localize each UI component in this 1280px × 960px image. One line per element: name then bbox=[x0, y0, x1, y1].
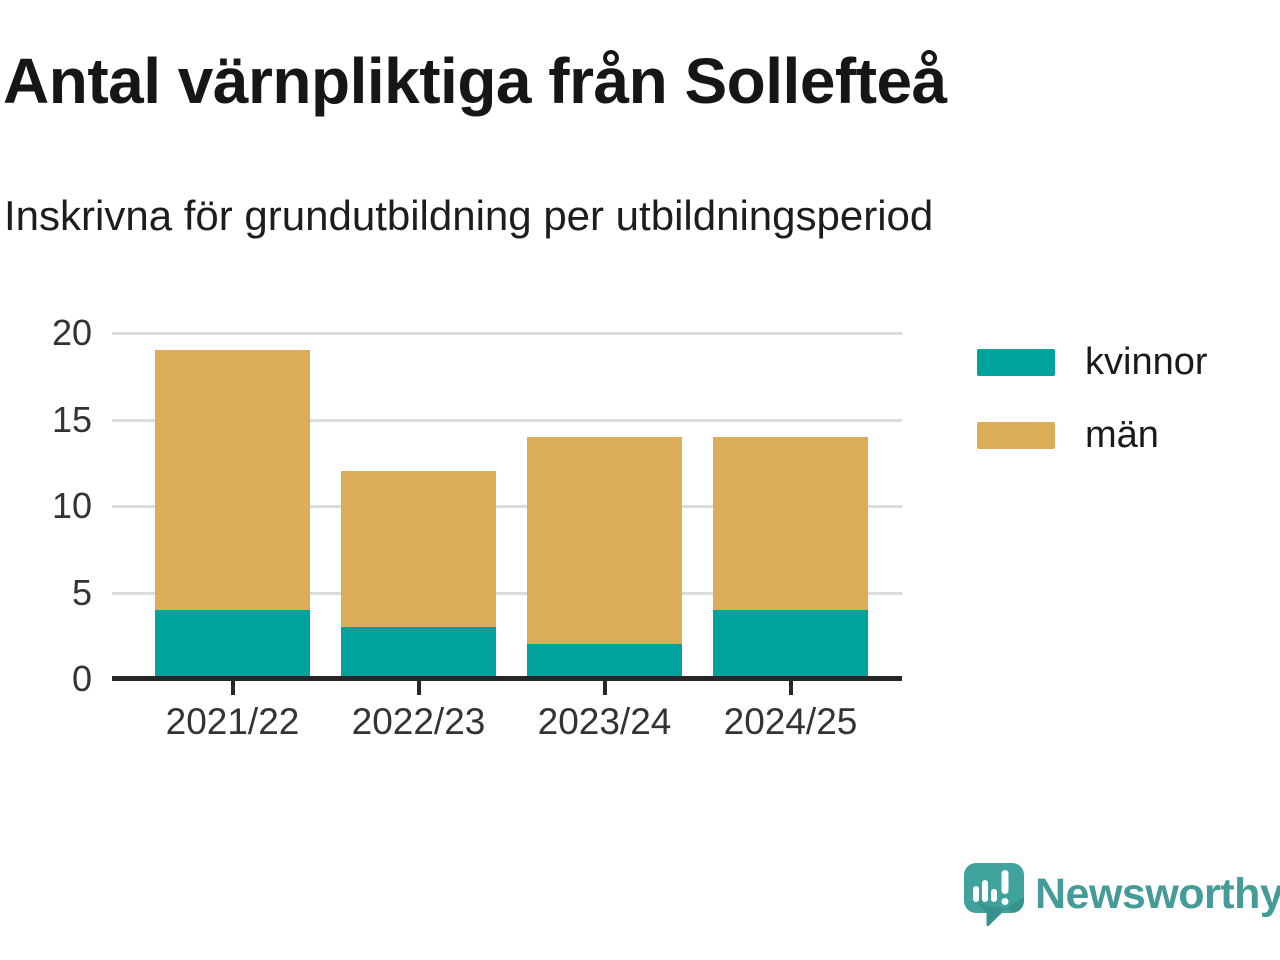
bar-segment-kvinnor-2021/22 bbox=[155, 609, 310, 679]
x-tick-label-2023/24: 2023/24 bbox=[537, 701, 672, 742]
bar-segment-kvinnor-2023/24 bbox=[527, 644, 682, 679]
legend-label-man: män bbox=[1085, 414, 1159, 456]
y-tick-label-20: 20 bbox=[51, 312, 92, 353]
bar-segment-kvinnor-2024/25 bbox=[713, 609, 868, 679]
legend-swatch-man bbox=[977, 422, 1055, 449]
bar-stack-2021/22 bbox=[155, 350, 310, 679]
newsworthy-wordmark: Newsworthy bbox=[1035, 869, 1280, 918]
chart-title: Antal värnpliktiga från Sollefteå bbox=[3, 45, 947, 117]
x-tick-label-2024/25: 2024/25 bbox=[723, 701, 858, 742]
bar-segment-kvinnor-2022/23 bbox=[341, 627, 496, 679]
x-tick-2022/23 bbox=[416, 681, 421, 695]
x-tick-2024/25 bbox=[788, 681, 793, 695]
bar-segment-män-2024/25 bbox=[713, 436, 868, 610]
bar-segment-män-2021/22 bbox=[155, 350, 310, 610]
y-tick-label-15: 15 bbox=[51, 398, 92, 440]
y-tick-label-10: 10 bbox=[51, 485, 92, 526]
plot-area bbox=[112, 332, 902, 695]
y-tick-label-5: 5 bbox=[71, 571, 92, 613]
x-tick-2023/24 bbox=[602, 681, 607, 695]
bar-stack-2023/24 bbox=[527, 436, 682, 679]
legend-item-man: män bbox=[977, 414, 1208, 457]
legend-label-kvinnor: kvinnor bbox=[1085, 341, 1208, 383]
bar-stack-2022/23 bbox=[341, 471, 496, 679]
bar-stack-2024/25 bbox=[713, 436, 868, 679]
x-axis-line bbox=[112, 676, 902, 681]
bar-segment-män-2023/24 bbox=[527, 436, 682, 645]
gridline-5 bbox=[112, 591, 902, 595]
newsworthy-logo-icon bbox=[964, 863, 1024, 927]
bar-segment-män-2022/23 bbox=[341, 471, 496, 628]
chart-subtitle: Inskrivna för grundutbildning per utbild… bbox=[4, 192, 934, 239]
legend-swatch-kvinnor bbox=[977, 349, 1055, 376]
y-tick-label-0: 0 bbox=[71, 658, 92, 699]
gridline-20 bbox=[112, 332, 902, 335]
legend: kvinnor män bbox=[977, 341, 1208, 457]
x-tick-label-2021/22: 2021/22 bbox=[165, 701, 300, 742]
legend-item-kvinnor: kvinnor bbox=[977, 341, 1208, 384]
gridline-15 bbox=[112, 418, 902, 422]
gridline-10 bbox=[112, 505, 902, 508]
newsworthy-branding: Newsworthy bbox=[962, 861, 1280, 927]
x-tick-2021/22 bbox=[230, 681, 235, 695]
x-tick-label-2022/23: 2022/23 bbox=[351, 701, 486, 742]
